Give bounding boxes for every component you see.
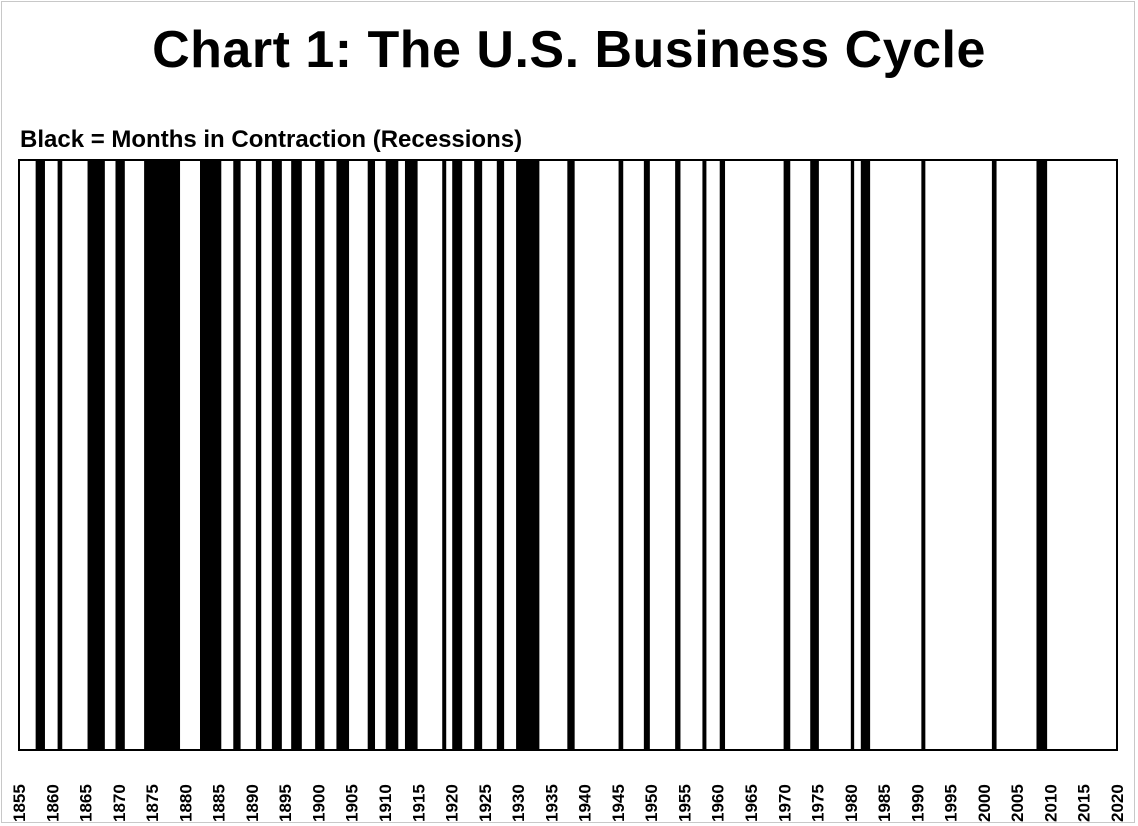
contraction-bar bbox=[200, 160, 222, 750]
x-tick-label: 1960 bbox=[709, 784, 728, 822]
x-tick-label: 1930 bbox=[509, 784, 528, 822]
x-tick-label: 1865 bbox=[77, 784, 96, 822]
contraction-bar bbox=[233, 160, 241, 750]
contraction-bar bbox=[618, 160, 624, 750]
contraction-bar bbox=[860, 160, 871, 750]
x-tick-label: 1890 bbox=[243, 784, 262, 822]
x-tick-label: 1915 bbox=[409, 784, 428, 822]
contraction-bar bbox=[57, 160, 63, 750]
x-tick-label: 1910 bbox=[376, 784, 395, 822]
x-tick-label: 1950 bbox=[642, 784, 661, 822]
contraction-bar bbox=[115, 160, 125, 750]
x-tick-label: 1880 bbox=[176, 784, 195, 822]
x-tick-label: 1920 bbox=[443, 784, 462, 822]
contraction-bar bbox=[810, 160, 819, 750]
plot-area-border bbox=[18, 159, 1118, 751]
x-tick-label: 2020 bbox=[1108, 784, 1127, 822]
x-tick-label: 1885 bbox=[210, 784, 229, 822]
contraction-bar bbox=[315, 160, 325, 750]
contraction-bar bbox=[1036, 160, 1048, 750]
contraction-bar bbox=[783, 160, 791, 750]
x-tick-label: 1895 bbox=[276, 784, 295, 822]
x-tick-label: 1940 bbox=[576, 784, 595, 822]
x-tick-label: 1980 bbox=[842, 784, 861, 822]
contraction-bar bbox=[496, 160, 505, 750]
x-tick-label: 2005 bbox=[1008, 784, 1027, 822]
contraction-bar bbox=[404, 160, 418, 750]
x-tick-label: 1945 bbox=[609, 784, 628, 822]
contraction-bar bbox=[675, 160, 681, 750]
x-tick-label: 1900 bbox=[309, 784, 328, 822]
x-axis-ticks: 1855 1860 1865 1870 1875 1880 1885 1890 1895 1900… bbox=[10, 784, 1127, 822]
x-tick-label: 1870 bbox=[110, 784, 129, 822]
x-tick-label: 1955 bbox=[675, 784, 694, 822]
contraction-bar bbox=[144, 160, 181, 750]
contraction-bar bbox=[367, 160, 376, 750]
contraction-bar bbox=[271, 160, 282, 750]
chart-title: Chart 1: The U.S. Business Cycle bbox=[152, 21, 986, 79]
x-tick-label: 1935 bbox=[542, 784, 561, 822]
x-tick-label: 1860 bbox=[43, 784, 62, 822]
contraction-bar bbox=[921, 160, 926, 750]
contraction-bar bbox=[385, 160, 399, 750]
contraction-bars bbox=[35, 160, 1048, 750]
x-tick-label: 1855 bbox=[10, 784, 29, 822]
contraction-bar bbox=[291, 160, 302, 750]
contraction-bar bbox=[452, 160, 463, 750]
x-tick-label: 1995 bbox=[942, 784, 961, 822]
contraction-bar bbox=[991, 160, 997, 750]
contraction-bar bbox=[87, 160, 105, 750]
chart-subtitle: Black = Months in Contraction (Recession… bbox=[20, 126, 523, 153]
contraction-bar bbox=[643, 160, 650, 750]
contraction-bar bbox=[567, 160, 575, 750]
contraction-bar bbox=[516, 160, 540, 750]
x-tick-label: 1975 bbox=[809, 784, 828, 822]
x-tick-label: 1965 bbox=[742, 784, 761, 822]
x-tick-label: 1985 bbox=[875, 784, 894, 822]
x-tick-label: 2015 bbox=[1075, 784, 1094, 822]
contraction-bar bbox=[442, 160, 447, 750]
contraction-bar bbox=[474, 160, 483, 750]
contraction-bar bbox=[336, 160, 350, 750]
x-tick-label: 2010 bbox=[1041, 784, 1060, 822]
contraction-bar bbox=[850, 160, 855, 750]
x-tick-label: 1905 bbox=[343, 784, 362, 822]
x-tick-label: 1970 bbox=[775, 784, 794, 822]
x-tick-label: 2000 bbox=[975, 784, 994, 822]
contraction-bar bbox=[35, 160, 45, 750]
contraction-bar bbox=[719, 160, 726, 750]
contraction-bar bbox=[255, 160, 262, 750]
x-tick-label: 1990 bbox=[908, 784, 927, 822]
contraction-bar bbox=[702, 160, 707, 750]
x-tick-label: 1875 bbox=[143, 784, 162, 822]
x-tick-label: 1925 bbox=[476, 784, 495, 822]
